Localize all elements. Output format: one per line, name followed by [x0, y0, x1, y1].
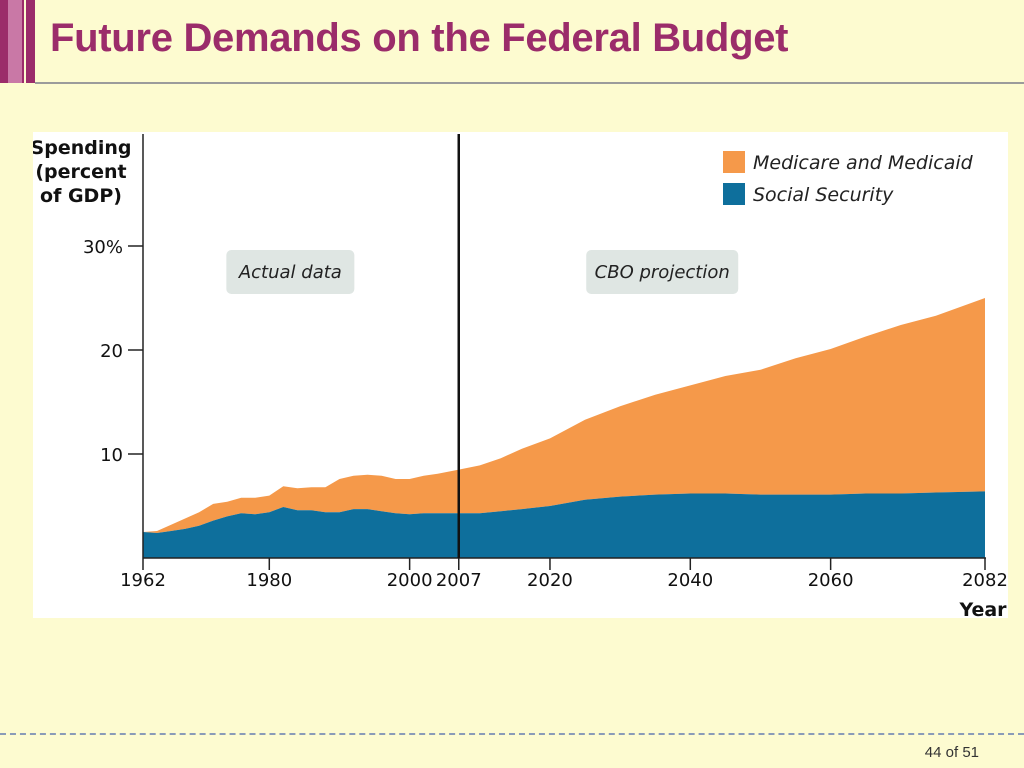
x-tick-label-1962: 1962 — [120, 570, 166, 591]
footer-divider — [0, 733, 1024, 735]
y-tick-label-30: 30% — [83, 237, 123, 258]
x-tick-label-1980: 1980 — [246, 570, 292, 591]
page-total: 51 — [962, 744, 979, 761]
y-tick-label-10: 10 — [100, 445, 123, 466]
annotation-box-2 — [586, 250, 739, 294]
legend-label-medicare-and-medicaid: Medicare and Medicaid — [753, 152, 974, 174]
accent-bar-inner — [8, 0, 22, 83]
x-tick-label-2060: 2060 — [808, 570, 854, 591]
annotation-label-1: Actual data — [238, 262, 342, 283]
y-axis-label-line-3: of GDP) — [40, 185, 122, 207]
legend-swatch-medicare-and-medicaid — [723, 151, 745, 173]
chart-panel: 10 20 30% 1962 1980 2000 2007 2020 2040 2060 2082 S… — [33, 132, 1008, 618]
series-area-social-security — [143, 491, 985, 558]
y-tick-label-20: 20 — [100, 341, 123, 362]
x-tick-label-2020: 2020 — [527, 570, 573, 591]
legend-swatch-social-security — [723, 183, 745, 205]
annotation-label-2: CBO projection — [595, 262, 730, 283]
series-area-medicare-and-medicaid — [143, 298, 985, 533]
chart-svg: 10 20 30% 1962 1980 2000 2007 2020 2040 2060 2082 S… — [33, 134, 1008, 618]
page-current: 44 — [924, 744, 942, 761]
x-tick-label-2040: 2040 — [667, 570, 713, 591]
x-tick-label-2007: 2007 — [436, 570, 482, 591]
x-axis-label: Year — [958, 599, 1007, 618]
title-rule — [35, 82, 1024, 84]
page-of: of — [945, 744, 959, 761]
legend-label-social-security: Social Security — [753, 184, 894, 206]
page-number: 44 of 51 — [925, 744, 979, 761]
slide-title: Future Demands on the Federal Budget — [50, 16, 789, 60]
y-axis-label-line-2: (percent — [35, 161, 126, 183]
accent-bar-line — [24, 0, 26, 83]
y-axis-label-line-1: Spending — [33, 137, 131, 159]
x-tick-label-2082: 2082 — [962, 570, 1008, 591]
annotation-box-1 — [226, 250, 355, 294]
x-tick-label-2000: 2000 — [387, 570, 433, 591]
